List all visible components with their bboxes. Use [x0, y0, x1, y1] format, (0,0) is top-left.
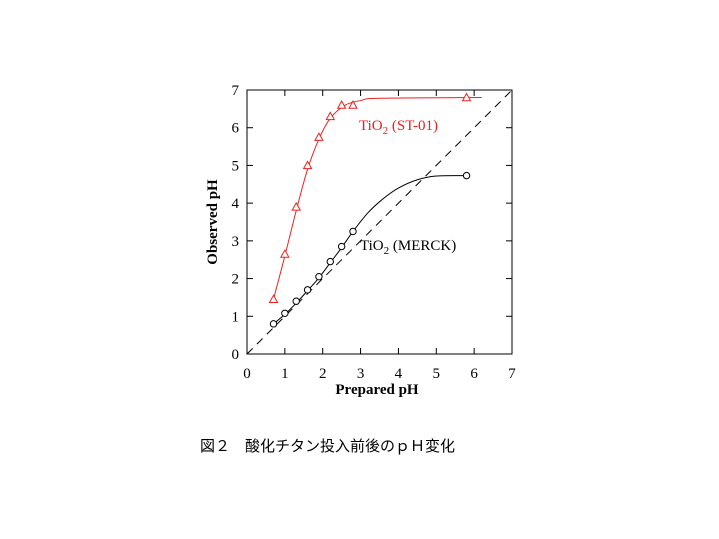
y-axis-title: Observed pH: [205, 179, 221, 265]
x-tick-label: 6: [470, 366, 478, 382]
y-tick-label: 2: [232, 272, 240, 288]
data-point-circle: [281, 309, 289, 317]
x-tick-label: 3: [357, 366, 365, 382]
x-tick-label: 1: [281, 366, 289, 382]
series-fit-line: [273, 97, 482, 300]
data-point-circle: [337, 242, 346, 251]
y-tick-label: 3: [232, 234, 240, 250]
series-label-main: TiO: [359, 118, 383, 134]
data-point-triangle: [302, 160, 313, 170]
series-label-rest: (MERCK): [389, 238, 456, 254]
data-point-triangle: [314, 132, 324, 141]
data-point-circle: [315, 272, 323, 281]
data-point-circle: [326, 257, 334, 266]
figure-caption: 図２ 酸化チタン投入前後のｐＨ変化: [200, 437, 456, 455]
y-tick-label: 0: [232, 347, 240, 363]
data-point-circle: [269, 320, 278, 328]
data-point-circle: [292, 297, 300, 305]
data-point-circle: [349, 227, 357, 236]
y-tick-label: 6: [232, 121, 240, 137]
series-label-sub: 2: [383, 125, 389, 137]
data-point-circle: [462, 171, 471, 180]
x-tick-label: 7: [508, 366, 516, 382]
data-point-triangle: [461, 92, 472, 102]
data-point-triangle: [325, 111, 336, 121]
data-point-triangle: [336, 100, 347, 109]
plot-frame: [246, 89, 513, 355]
series-layer: [268, 92, 482, 328]
x-tick-label: 2: [319, 366, 327, 382]
x-tick-label: 4: [395, 366, 403, 382]
reference-line: [246, 89, 513, 355]
y-tick-label: 4: [232, 196, 240, 212]
data-point-triangle: [291, 201, 302, 211]
tick-labels: 0 1 2 3 4 5 6 7 0 1 2 3 4 5 6 7: [232, 83, 517, 382]
series-label-st01: TiO2 (ST-01): [359, 118, 438, 137]
series-label-sub: 2: [384, 245, 390, 257]
series-label-merck: TiO2 (MERCK): [360, 238, 456, 257]
x-axis-title: Prepared pH: [335, 382, 419, 398]
y-tick-label: 1: [232, 309, 240, 325]
data-point-triangle: [268, 294, 279, 304]
data-point-circle: [303, 286, 312, 294]
data-point-triangle: [348, 100, 358, 109]
series-st01: [268, 92, 482, 304]
y-tick-label: 7: [232, 83, 240, 99]
series-label-main: TiO: [360, 238, 384, 254]
x-tick-label: 5: [433, 366, 441, 382]
series-label-rest: (ST-01): [388, 118, 438, 134]
y-tick-label: 5: [232, 158, 240, 174]
x-tick-label: 0: [243, 366, 251, 382]
axis-ticks: [246, 89, 513, 355]
series-merck: [269, 171, 471, 328]
data-point-triangle: [280, 249, 290, 258]
